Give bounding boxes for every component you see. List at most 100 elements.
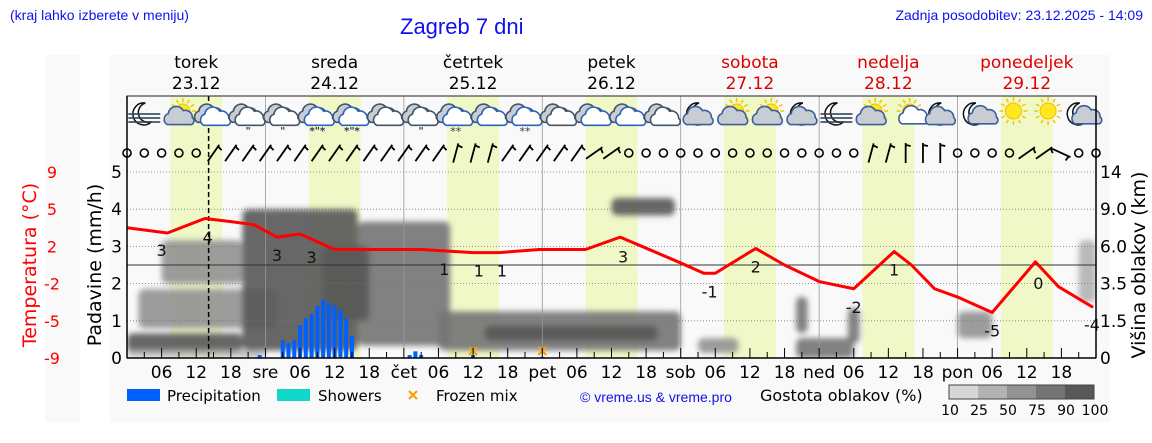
legend-precipitation-swatch [127,389,160,401]
sun-ray [878,99,883,104]
precipitation-bar [413,351,418,358]
cloud-icon [717,105,749,126]
credit-link[interactable]: © vreme.us & vreme.pro [580,389,732,405]
precipitation-bar [349,336,354,358]
temperature-label: -4 [1084,316,1100,335]
density-level-label: 25 [970,403,988,419]
weather-icon-cloud-snow: ** [505,103,543,138]
wind-barb-icon [345,144,361,162]
sun-ray [1021,103,1026,107]
wind-barb-icon [486,143,498,163]
cloud-height-tick-label: 6.0 [1100,237,1127,257]
density-legend-title: Gostota oblakov (%) [760,386,923,405]
snow-flakes-icon: ** [450,125,462,138]
sun-icon [1034,97,1063,125]
sun-disc [1039,102,1057,120]
location-hint-link[interactable]: (kraj lahko izberete v meniju) [10,7,189,23]
sun-ray [740,99,744,104]
rain-drops-icon: *"* [310,126,326,137]
temperature-label: 2 [751,257,761,276]
precipitation-bar [303,318,308,358]
cloud-density-area [611,198,675,216]
precip-axis-title: Padavine (mm/h) [84,184,106,347]
daylight-band [862,96,915,358]
sun-ray [1017,119,1022,124]
precipitation-bar [298,324,303,358]
wind-calm-icon [745,148,755,158]
sun-ray [775,99,779,104]
wind-barb-icon [1018,146,1037,160]
cloud-density-area [161,240,243,284]
wind-barb-icon [922,143,929,163]
cloud-height-tick-label: 1.5 [1100,312,1127,332]
wind-calm-icon [641,148,651,158]
wind-calm-icon [658,148,669,158]
day-name: ponedeljek [980,53,1074,73]
precipitation-bar [286,343,291,358]
temperature-label: 1 [439,260,449,279]
precipitation-bar [292,340,297,358]
cloud-shape [786,105,818,126]
wind-barb-icon [939,143,946,163]
wind-barb-icon [310,144,327,162]
wind-barb-icon [884,143,896,163]
sun-ray [1052,119,1056,124]
precipitation-bar [338,310,343,358]
sun-ray [729,99,733,104]
snow-flakes-icon: ** [519,125,531,138]
temperature-label: 3 [157,241,167,260]
cloud-icon [649,106,682,127]
weather-icon-moon-cloud [786,102,818,126]
sun-ray [1040,98,1044,103]
weather-icon-cloud-rain: " [401,103,439,137]
day-date: 24.12 [310,74,359,94]
cloud-density-area [796,296,808,334]
x-tick-label: 18 [1051,363,1073,383]
day-name: nedelja [857,53,919,73]
wind-barb-icon [553,144,569,162]
x-tick-label: 12 [324,363,346,383]
weather-icon-moon-fog [820,102,853,126]
x-tick-label: 18 [220,363,242,383]
day-date: 27.12 [726,74,775,94]
wind-barb-icon [431,144,448,162]
wind-barb-icon [362,144,379,162]
legend-frozen-mix-marker [408,390,418,400]
temperature-label: 1 [889,261,899,280]
wind-barb-icon [585,146,604,160]
density-level-label: 75 [1028,403,1046,419]
sun-ray [1035,103,1040,107]
wind-calm-icon [814,148,824,158]
daylight-band [1000,96,1053,358]
temperature-label: 3 [618,247,628,266]
x-tick-label: 18 [497,363,519,383]
wind-calm-icon [1073,148,1084,158]
sun-ray [917,103,922,108]
density-swatch [1036,385,1065,399]
sun-ray [913,99,917,104]
cloud-shape [1071,104,1103,125]
wind-calm-icon [675,148,686,158]
day-name: sreda [311,53,358,73]
cloud-density-area [847,307,860,344]
x-tick-label: sob [666,363,696,383]
legend-precipitation-label: Precipitation [167,387,261,405]
temp-tick-label: 2 [47,237,57,256]
temp-axis-title: Temperatura (°C) [19,183,41,348]
wind-calm-icon [710,148,721,158]
weather-icon-moon-fog [128,102,161,126]
x-tick-label: 12 [1016,363,1038,383]
x-tick-label: 12 [185,363,207,383]
wind-calm-icon [952,148,963,158]
wind-calm-icon [970,148,980,158]
sun-ray [1017,98,1022,103]
density-swatch [1007,385,1036,399]
sun-ray [744,103,749,108]
sun-ray [1021,115,1026,119]
weather-icon-sun-cloud [751,98,785,126]
precipitation-bar [321,299,326,358]
temperature-line [126,217,1094,315]
wind-calm-icon [624,148,634,158]
precipitation-bar [315,305,320,358]
